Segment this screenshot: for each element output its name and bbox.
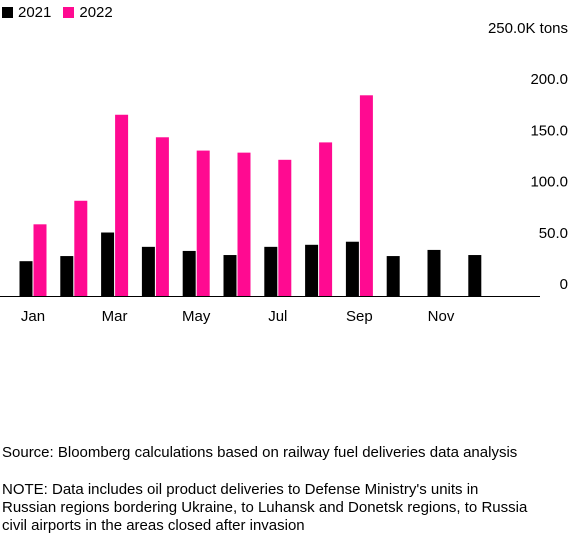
bars-group — [19, 95, 482, 297]
bar-2021-oct — [386, 256, 400, 296]
bar-2022-mar — [115, 114, 129, 296]
bar-2022-jan — [33, 224, 47, 296]
legend-swatch-2022 — [63, 6, 75, 18]
bar-2022-apr — [155, 137, 169, 296]
bar-2021-apr — [141, 246, 155, 296]
data-note: NOTE: Data includes oil product deliveri… — [2, 481, 587, 535]
bar-2022-may — [196, 150, 210, 296]
legend-label-2021: 2021 — [18, 3, 52, 21]
bar-2022-aug — [319, 142, 333, 296]
legend-swatch-2021 — [2, 6, 13, 18]
x-tick-label-mar: Mar — [102, 308, 128, 325]
bar-2021-jul — [264, 246, 278, 296]
y-tick-label-200: 200.0 — [530, 71, 568, 88]
bar-chart: 0 50.0 100.0 150.0 200.0 250.0K tons Jan Mar Ma… — [0, 20, 568, 325]
bar-2021-sep — [345, 241, 359, 296]
y-tick-label-250: 250.0K tons — [488, 20, 568, 37]
bar-2021-nov — [427, 249, 441, 296]
y-tick-label-100: 100.0 — [530, 174, 568, 191]
y-tick-label-0: 0 — [560, 276, 568, 293]
x-tick-label-jul: Jul — [268, 308, 287, 325]
bar-2021-jun — [223, 255, 237, 296]
legend: 2021 2022 — [2, 2, 113, 22]
bar-2021-may — [182, 250, 196, 296]
bar-2021-mar — [101, 232, 115, 296]
note-line-3: civil airports in the areas closed after… — [2, 517, 305, 534]
legend-item-2022: 2022 — [63, 3, 113, 21]
y-axis-tick-labels: 0 50.0 100.0 150.0 200.0 250.0K tons — [488, 20, 568, 293]
x-axis-tick-labels: Jan Mar May Jul Sep Nov — [21, 308, 455, 325]
bar-2022-feb — [74, 200, 88, 296]
note-line-1: NOTE: Data includes oil product deliveri… — [2, 481, 479, 498]
note-line-2: Russian regions bordering Ukraine, to Lu… — [2, 499, 528, 516]
bar-2022-jun — [237, 152, 251, 296]
legend-label-2022: 2022 — [79, 3, 113, 21]
source-note: Source: Bloomberg calculations based on … — [2, 444, 518, 461]
x-tick-label-sep: Sep — [346, 308, 373, 325]
x-tick-label-jan: Jan — [21, 308, 45, 325]
bar-2022-sep — [359, 95, 373, 297]
y-tick-label-150: 150.0 — [530, 122, 568, 139]
x-tick-label-may: May — [182, 308, 211, 325]
y-tick-label-50: 50.0 — [539, 225, 568, 242]
bar-2021-aug — [305, 244, 319, 296]
bar-2021-jan — [19, 261, 33, 296]
bar-2021-dec — [468, 255, 482, 296]
legend-item-2021: 2021 — [2, 4, 51, 21]
bar-2021-feb — [60, 256, 74, 296]
bar-2022-jul — [278, 159, 292, 296]
x-tick-label-nov: Nov — [428, 308, 455, 325]
